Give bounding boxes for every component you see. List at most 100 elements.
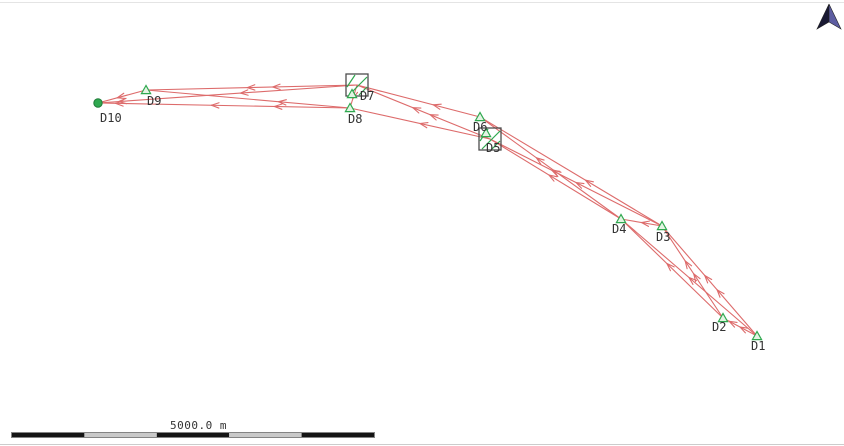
station-label-D2: D2 xyxy=(712,320,726,334)
station-marker-D10[interactable] xyxy=(93,98,103,108)
baseline-arrow-D3-D4 xyxy=(640,221,650,227)
station-label-D10: D10 xyxy=(100,111,122,125)
baseline-arrow-D5-D7 xyxy=(412,107,420,114)
baseline-arrow-D7-D9 xyxy=(246,84,256,89)
baseline-arrow-D8-D10 xyxy=(273,105,283,110)
baseline-arrow-D5-D8 xyxy=(419,121,429,125)
baseline-arrow-D8-D10 xyxy=(115,100,124,104)
baseline-D2-D4[interactable] xyxy=(620,218,724,319)
baseline-D9-D10[interactable] xyxy=(97,89,147,104)
station-label-D9: D9 xyxy=(147,94,161,108)
baseline-arrow-D1-D2 xyxy=(728,320,738,323)
station-marker-D1[interactable] xyxy=(751,330,763,341)
scale-bar-segment xyxy=(229,433,302,437)
scale-bar-segment xyxy=(156,433,230,437)
north-arrow-icon xyxy=(816,3,830,30)
baseline-D2-D3[interactable] xyxy=(661,225,724,319)
baseline-arrow-D4-D6 xyxy=(552,169,562,173)
station-label-D6: D6 xyxy=(473,120,487,134)
station-label-D5: D5 xyxy=(486,141,500,155)
scale-bar-outline xyxy=(11,432,375,438)
baseline-arrow-D7-D9 xyxy=(246,87,256,91)
station-marker-D7[interactable] xyxy=(346,88,358,99)
station-label-D3: D3 xyxy=(656,230,670,244)
baseline-arrow-D3-D5 xyxy=(575,181,585,185)
baseline-arrow-D3-D6 xyxy=(585,179,592,187)
baseline-arrow-D7-D9 xyxy=(272,86,281,91)
bottom-border xyxy=(0,444,844,445)
baseline-arrow-D1-D2 xyxy=(739,326,749,329)
baseline-arrow-D8-D9 xyxy=(278,101,287,106)
station-marker-D3[interactable] xyxy=(656,220,668,231)
baseline-D8-D10[interactable] xyxy=(97,102,351,109)
baseline-arrow-D1-D4 xyxy=(688,276,694,285)
baseline-arrow-D7-D9 xyxy=(272,83,281,88)
control-square-D5[interactable] xyxy=(478,127,502,151)
baseline-arrow-D1-D3 xyxy=(704,274,709,284)
baseline-arrow-D5-D7 xyxy=(429,114,437,121)
baseline-arrow-D8-D10 xyxy=(115,102,124,107)
baseline-arrow-D1-D3 xyxy=(704,274,713,281)
baseline-arrow-D2-D4 xyxy=(666,262,675,268)
baseline-arrow-D6-D7 xyxy=(432,104,441,110)
baseline-arrow-D2-D3 xyxy=(693,273,697,283)
baseline-arrow-D8-D10 xyxy=(210,104,220,109)
baseline-D1-D3[interactable] xyxy=(661,225,758,337)
scale-bar-segment xyxy=(12,433,85,437)
baseline-D4-D6[interactable] xyxy=(479,116,622,220)
baseline-arrow-D2-D3 xyxy=(693,273,701,280)
scale-bar-segment xyxy=(84,433,157,437)
baseline-arrow-D1-D3 xyxy=(716,289,721,298)
baseline-D7-D9[interactable] xyxy=(145,84,358,91)
control-square-hatch-D5 xyxy=(481,130,501,150)
baseline-D4-D5[interactable] xyxy=(489,138,622,220)
baseline-arrow-D9-D10 xyxy=(116,92,125,99)
baseline-arrow-D9-D10 xyxy=(116,97,126,99)
baseline-D5-D7[interactable] xyxy=(356,84,491,140)
station-label-D7: D7 xyxy=(360,89,374,103)
top-border xyxy=(0,2,844,3)
baseline-arrow-D5-D8 xyxy=(419,122,428,129)
baseline-arrow-D8-D10 xyxy=(210,102,220,106)
baseline-arrow-D4-D5 xyxy=(548,174,555,182)
control-square-hatch-D7 xyxy=(346,74,356,88)
baseline-arrow-D2-D3 xyxy=(684,260,688,270)
baseline-D6-D7[interactable] xyxy=(356,84,481,118)
baseline-D3-D6[interactable] xyxy=(479,116,663,227)
baseline-arrow-D8-D9 xyxy=(278,99,287,103)
baseline-arrow-D3-D6 xyxy=(585,179,594,183)
scale-bar-label: 5000.0 m xyxy=(170,419,227,432)
baseline-D8-D9[interactable] xyxy=(145,89,351,109)
station-label-D1: D1 xyxy=(751,339,765,353)
baseline-arrow-D7-D10 xyxy=(239,89,249,94)
baseline-arrow-D4-D6 xyxy=(535,157,545,161)
baseline-D7-D10[interactable] xyxy=(97,84,358,104)
baseline-arrow-D3-D4 xyxy=(640,220,650,224)
baseline-arrow-D6-D7 xyxy=(432,103,442,106)
station-marker-D9[interactable] xyxy=(140,84,152,95)
station-marker-D5[interactable] xyxy=(480,127,492,138)
baseline-arrow-D4-D6 xyxy=(535,157,542,165)
baseline-arrow-D7-D10 xyxy=(239,92,249,96)
baseline-arrow-D1-D2 xyxy=(728,320,736,328)
station-label-D8: D8 xyxy=(348,112,362,126)
control-square-hatch-D5 xyxy=(491,140,501,150)
baseline-arrow-D2-D3 xyxy=(684,260,693,267)
baseline-arrow-D4-D6 xyxy=(552,169,559,178)
control-square-D7[interactable] xyxy=(345,73,369,97)
baseline-arrow-D4-D5 xyxy=(548,174,558,178)
station-marker-D8[interactable] xyxy=(344,102,356,113)
station-marker-D4[interactable] xyxy=(615,213,627,224)
station-marker-D2[interactable] xyxy=(717,312,729,323)
station-marker-D6[interactable] xyxy=(474,111,486,122)
baseline-arrow-D2-D4 xyxy=(666,262,672,272)
baseline-arrow-D1-D3 xyxy=(716,289,725,295)
baseline-arrow-D1-D2 xyxy=(739,326,746,334)
scale-bar-segment xyxy=(301,433,374,437)
north-arrow-icon xyxy=(828,3,842,30)
control-square-hatch-D7 xyxy=(358,86,368,96)
baseline-arrow-D8-D10 xyxy=(273,103,283,108)
baseline-arrow-D3-D5 xyxy=(575,181,583,189)
